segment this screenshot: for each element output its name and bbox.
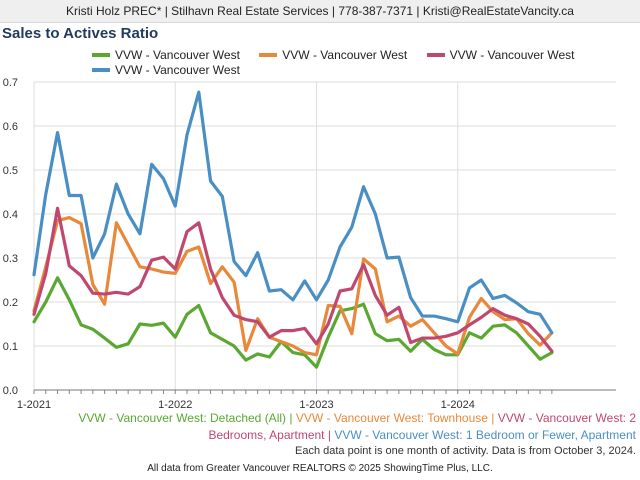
series-line-0	[32, 276, 554, 369]
legend-swatch-detached	[92, 53, 110, 57]
legend-swatch-townhouse	[259, 53, 278, 57]
series-layer	[32, 90, 554, 369]
legend-item-2-bed-apartment[interactable]: VVW - Vancouver West	[426, 48, 575, 62]
y-tick-label: 0.6	[3, 121, 18, 133]
caption-townhouse: VVW - Vancouver West: Townhouse	[295, 411, 488, 425]
axis-layer	[33, 389, 616, 394]
caption-2-bed-apartment: Bedrooms, Apartment	[208, 428, 325, 442]
y-tick-label: 0.7	[3, 77, 18, 89]
x-tick-label: 1-2024	[441, 399, 475, 411]
legend-row-2: VVW - Vancouver West	[92, 61, 256, 77]
data-note: Each data point is one month of activity…	[295, 445, 636, 457]
x-tick-label: 1-2023	[299, 399, 333, 411]
series-caption-line-2: Bedrooms, Apartment | VVW - Vancouver We…	[208, 428, 636, 442]
y-tick-label: 0.3	[3, 253, 18, 265]
agent-contact-text: Kristi Holz PREC* | Stilhavn Real Estate…	[66, 4, 574, 18]
caption-1-bed: VVW - Vancouver West: 1 Bedroom or Fewer…	[334, 428, 636, 442]
caption-2-bed: VVW - Vancouver West: 2	[497, 411, 636, 425]
y-tick-label: 0.0	[3, 385, 18, 397]
caption-separator-1: |	[286, 411, 296, 425]
series-caption-line-1: VVW - Vancouver West: Detached (All) | V…	[78, 411, 636, 425]
y-tick-label: 0.4	[3, 209, 18, 221]
legend-swatch-1-bed-apartment	[92, 68, 110, 72]
chart-title: Sales to Actives Ratio	[2, 25, 159, 42]
legend-label-2-bed-apartment: VVW - Vancouver West	[449, 48, 575, 62]
x-tick-label: 1-2022	[158, 399, 192, 411]
series-line-3	[32, 90, 554, 335]
agent-contact-bar: Kristi Holz PREC* | Stilhavn Real Estate…	[0, 0, 640, 23]
legend-item-1-bed-apartment[interactable]: VVW - Vancouver West	[92, 63, 240, 77]
caption-separator-2: |	[487, 411, 498, 425]
legend-swatch-2-bed-apartment	[426, 53, 445, 57]
legend-label-1-bed-apartment: VVW - Vancouver West	[115, 63, 240, 77]
caption-separator-3: |	[324, 428, 335, 442]
y-tick-label: 0.5	[3, 165, 18, 177]
legend-item-detached[interactable]: VVW - Vancouver West	[92, 48, 240, 62]
tick-layer: 0.0 0.1 0.2 0.3 0.4 0.5 0.6 0.7 1-2021 1-2022 1-20…	[3, 77, 475, 411]
legend-label-detached: VVW - Vancouver West	[115, 48, 240, 62]
copyright-footer: All data from Greater Vancouver REALTORS…	[147, 463, 493, 474]
series-line-2	[32, 206, 554, 353]
y-tick-label: 0.1	[3, 341, 18, 353]
legend-item-townhouse[interactable]: VVW - Vancouver West	[259, 48, 407, 62]
x-tick-label: 1-2021	[17, 399, 51, 411]
y-tick-label: 0.2	[3, 297, 18, 309]
legend-row-1: VVW - Vancouver West VVW - Vancouver Wes…	[92, 46, 591, 62]
series-line-1	[32, 215, 554, 357]
caption-detached: VVW - Vancouver West: Detached (All)	[78, 411, 287, 425]
legend-label-townhouse: VVW - Vancouver West	[282, 48, 408, 62]
